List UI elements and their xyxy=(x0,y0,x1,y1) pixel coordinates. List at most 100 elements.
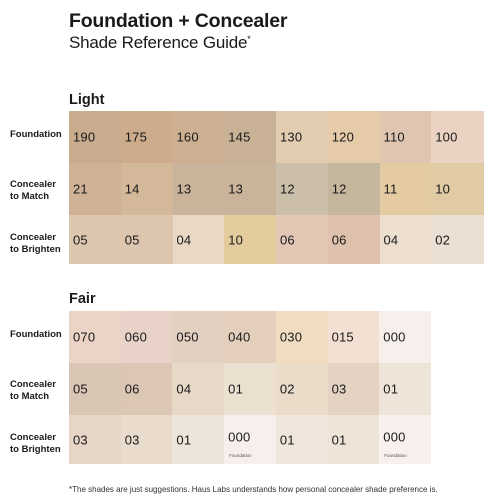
shade-number: 130 xyxy=(280,129,303,145)
shade-number: 04 xyxy=(176,381,192,397)
shade-number: 11 xyxy=(383,181,398,197)
shade-swatch: 03 xyxy=(327,363,380,415)
shade-swatch: 04 xyxy=(172,363,225,415)
shade-swatch: 01 xyxy=(327,415,380,464)
row-label-fair-brighten-line1: Concealer xyxy=(10,432,56,443)
row-label-light-brighten: Concealer to Brighten xyxy=(10,232,66,256)
shade-swatch: 01 xyxy=(224,363,277,415)
shade-swatch: 02 xyxy=(431,215,484,264)
row-label-light-match-line1: Concealer xyxy=(10,179,56,190)
row-label-fair-match-line1: Concealer xyxy=(10,379,56,390)
shade-swatch: 01 xyxy=(379,363,432,415)
light-brighten-row: 05 05 04 10 06 06 04 02 xyxy=(69,215,484,264)
shade-swatch: 05 xyxy=(69,363,122,415)
shade-swatch: 13 xyxy=(224,163,277,215)
shade-number: 01 xyxy=(228,381,244,397)
shade-swatch: 01 xyxy=(172,415,225,464)
row-label-light-match: Concealer to Match xyxy=(10,179,66,203)
shade-number: 06 xyxy=(331,232,347,247)
shade-number: 100 xyxy=(435,129,458,145)
shade-swatch: 000 Foundation xyxy=(224,415,277,464)
shade-number: 04 xyxy=(383,232,399,247)
shade-swatch: 145 xyxy=(224,111,277,163)
shade-swatch: 13 xyxy=(172,163,225,215)
shade-number: 04 xyxy=(176,232,192,247)
light-swatch-grid: 190 175 160 145 130 120 110 100 21 14 13 13 12 12 11 1… xyxy=(69,111,484,264)
shade-swatch: 030 xyxy=(275,311,329,363)
fair-match-row: 05 06 04 01 02 03 01 xyxy=(69,363,432,415)
row-label-light-match-line2: to Match xyxy=(10,191,50,202)
shade-number: 03 xyxy=(73,432,88,447)
shade-number: 12 xyxy=(331,181,347,197)
shade-number: 05 xyxy=(124,232,140,247)
shade-number: 110 xyxy=(383,129,405,145)
shade-swatch: 06 xyxy=(327,215,380,264)
row-label-light-foundation: Foundation xyxy=(10,129,62,140)
shade-swatch: 175 xyxy=(120,111,173,163)
shade-number: 10 xyxy=(435,181,451,197)
shade-number: 175 xyxy=(124,129,148,145)
shade-swatch: 04 xyxy=(379,215,432,264)
shade-number: 05 xyxy=(73,232,88,247)
shade-swatch: 050 xyxy=(172,311,225,363)
row-label-light-brighten-line2: to Brighten xyxy=(10,244,61,255)
shade-number: 145 xyxy=(228,129,251,145)
shade-swatch: 110 xyxy=(379,111,432,163)
shade-swatch: 01 xyxy=(275,415,329,464)
shade-number: 000 xyxy=(383,329,406,345)
shade-number: 000 xyxy=(383,429,406,445)
shade-swatch: 000 xyxy=(379,311,432,363)
shade-swatch: 060 xyxy=(120,311,173,363)
light-foundation-row: 190 175 160 145 130 120 110 100 xyxy=(69,111,484,163)
shade-number: 030 xyxy=(279,329,303,345)
shade-swatch: 130 xyxy=(276,111,329,163)
shade-number: 13 xyxy=(176,181,192,197)
shade-number: 21 xyxy=(73,181,88,197)
row-label-fair-match: Concealer to Match xyxy=(10,379,66,403)
section-title-fair: Fair xyxy=(69,291,96,307)
shade-number: 120 xyxy=(331,129,355,145)
shade-number: 050 xyxy=(176,329,199,345)
shade-swatch: 11 xyxy=(379,163,432,215)
shade-swatch: 14 xyxy=(120,163,173,215)
shade-number: 040 xyxy=(228,329,251,345)
row-label-light-brighten-line1: Concealer xyxy=(10,232,56,243)
shade-number: 03 xyxy=(124,432,140,447)
shade-number: 06 xyxy=(124,381,140,397)
shade-number: 01 xyxy=(176,432,192,447)
shade-number: 060 xyxy=(124,329,147,345)
shade-swatch: 10 xyxy=(431,163,484,215)
shade-number: 05 xyxy=(73,381,88,397)
page-title: Foundation + Concealer xyxy=(69,10,288,32)
shade-swatch: 000 Foundation xyxy=(379,415,432,464)
shade-swatch: 040 xyxy=(224,311,277,363)
subtitle-asterisk: * xyxy=(247,34,251,44)
shade-number: 02 xyxy=(435,232,451,247)
shade-swatch: 03 xyxy=(120,415,173,464)
shade-swatch: 015 xyxy=(327,311,380,363)
shade-swatch: 21 xyxy=(69,163,122,215)
subtitle-text: Shade Reference Guide xyxy=(69,33,248,52)
shade-swatch: 05 xyxy=(69,215,122,264)
row-label-fair-foundation: Foundation xyxy=(10,329,62,340)
shade-swatch: 03 xyxy=(69,415,122,464)
shade-number: 160 xyxy=(176,129,199,145)
fair-swatch-grid: 070 060 050 040 030 015 000 05 06 04 01 02 03 01 03 0… xyxy=(69,311,432,464)
shade-swatch: 120 xyxy=(327,111,380,163)
shade-swatch: 02 xyxy=(275,363,329,415)
shade-number: 015 xyxy=(331,329,354,345)
shade-sublabel: Foundation xyxy=(384,453,407,458)
shade-swatch: 05 xyxy=(120,215,173,264)
shade-swatch: 12 xyxy=(276,163,329,215)
shade-number: 190 xyxy=(73,129,96,145)
shade-number: 01 xyxy=(279,432,295,447)
fair-foundation-row: 070 060 050 040 030 015 000 xyxy=(69,311,432,363)
shade-sublabel: Foundation xyxy=(229,453,252,458)
shade-number: 01 xyxy=(331,432,347,447)
page-subtitle: Shade Reference Guide* xyxy=(69,33,251,53)
shade-number: 06 xyxy=(280,232,295,247)
shade-swatch: 160 xyxy=(172,111,225,163)
shade-swatch: 10 xyxy=(224,215,277,264)
shade-swatch: 070 xyxy=(69,311,122,363)
row-label-fair-brighten: Concealer to Brighten xyxy=(10,432,66,456)
